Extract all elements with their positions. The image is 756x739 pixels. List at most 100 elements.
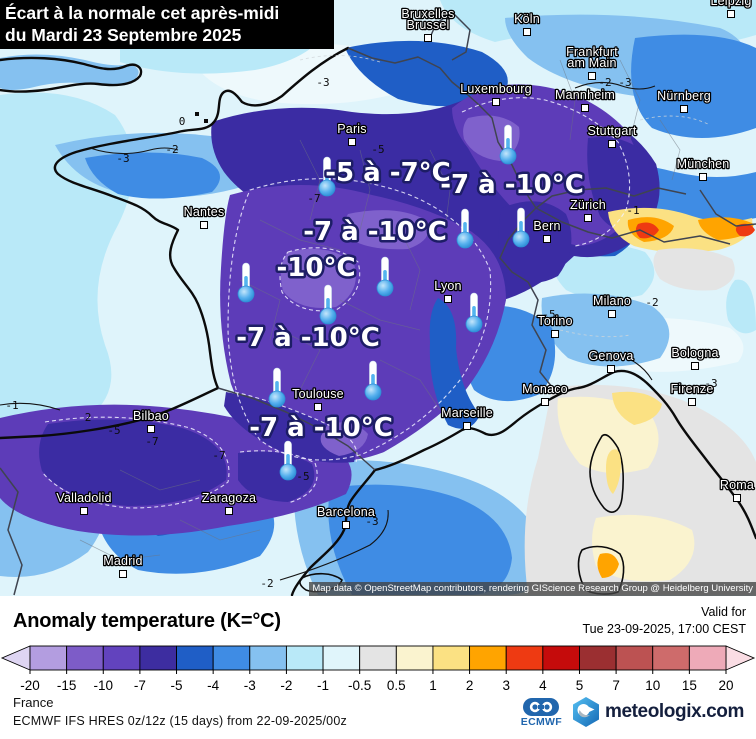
contour-value-labels: -3 -2 -3 0 -2 -3 -5 -7 -1 -2 -5 -3 -1 2 -5 -7 -7 -5 -3 -2: [5, 76, 717, 590]
contour-value: 2: [85, 411, 92, 424]
city-name: Madrid: [103, 554, 142, 568]
city-label-group: Zürich: [569, 197, 607, 222]
legend-segment: [432, 645, 471, 671]
legend-tick-label: -5: [171, 678, 183, 693]
city-marker: [727, 10, 735, 18]
meteologix-logo[interactable]: meteologix.com: [571, 696, 744, 728]
legend-segment: [359, 645, 397, 671]
map-canvas: -3 -2 -3 0 -2 -3 -5 -7 -1 -2 -5 -3 -1 2 -5 -7 -7 -5 -3 -2 B…: [0, 0, 756, 596]
anomaly-map-svg: -3 -2 -3 0 -2 -3 -5 -7 -1 -2 -5 -3 -1 2 -5 -7 -7 -5 -3 -2 B…: [0, 0, 756, 596]
city-label-group: Valladolid: [55, 490, 113, 515]
city-name: Monaco: [522, 382, 568, 396]
legend-tick-label: 10: [645, 678, 660, 693]
thermometer-icon: [364, 360, 382, 401]
city-name: am Main: [567, 56, 616, 70]
contour-value: -1: [626, 204, 639, 217]
city-name: Zürich: [570, 198, 606, 212]
city-marker: [584, 214, 592, 222]
city-label-group: Toulouse: [291, 386, 345, 411]
city-label-group: Nantes: [182, 204, 226, 229]
map-title-box: Écart à la normale cet après-midi du Mar…: [0, 0, 334, 49]
legend-tick-label: -15: [57, 678, 77, 693]
city-marker: [119, 570, 127, 578]
contour-value: -3: [316, 76, 329, 89]
city-name: Toulouse: [292, 387, 344, 401]
city-label-group: Genova: [587, 348, 635, 373]
thermometer-icon: [237, 262, 255, 303]
city-marker: [348, 138, 356, 146]
contour-value: -2: [598, 76, 611, 89]
city-marker: [543, 235, 551, 243]
legend-tick-label: 3: [502, 678, 510, 693]
city-name: Frankfurt: [566, 45, 618, 59]
contour-value: 0: [179, 115, 186, 128]
city-name: Milano: [593, 294, 631, 308]
legend-segment: [615, 645, 654, 671]
city-label-group: Milano: [592, 293, 632, 318]
city-label-group: Lyon: [433, 278, 463, 303]
legend-segment: [66, 645, 104, 671]
city-name: Mannheim: [555, 88, 615, 102]
city-marker: [581, 104, 589, 112]
city-marker: [225, 507, 233, 515]
ecmwf-logo[interactable]: ECMWF: [521, 697, 562, 728]
legend-segment: [176, 645, 214, 671]
temp-annotations: -5 à -7°C-7 à -10°C-7 à -10°C-10°C-7 à -…: [234, 156, 587, 446]
map-title-line1: Écart à la normale cet après-midi: [5, 3, 280, 23]
valid-for-label: Valid for: [701, 605, 746, 619]
contour-value: -3: [618, 76, 631, 89]
legend-tick-label: -1: [317, 678, 329, 693]
city-name: Torino: [537, 314, 572, 328]
city-marker: [608, 140, 616, 148]
legend-tick-label: 4: [539, 678, 547, 693]
contour-value: -1: [5, 399, 18, 412]
city-name: Genova: [589, 349, 634, 363]
coastlines: [0, 46, 756, 596]
legend-segment: [579, 645, 617, 671]
city-label-group: Bern: [532, 218, 562, 243]
legend-tick-label: 7: [612, 678, 620, 693]
city-name: Lyon: [434, 279, 461, 293]
colorbar: -20 -15 -10 -7 -5 -4 -3 -2 -1 -0.5 0.5 1 2 3 4 5 7 10 15 20: [0, 645, 756, 693]
contour-value: -3: [365, 515, 378, 528]
city-marker: [200, 221, 208, 229]
city-name: Stuttgart: [587, 124, 636, 138]
legend-segment: [102, 645, 141, 671]
legend-segment: [469, 645, 507, 671]
legend-segment: [542, 645, 580, 671]
contour-value: -5: [542, 308, 555, 321]
contour-value: -2: [645, 296, 658, 309]
legend-tick-label: -7: [134, 678, 146, 693]
city-name: Roma: [720, 478, 754, 492]
city-label-group: Paris: [336, 121, 368, 146]
legend-segment: [688, 645, 727, 671]
city-name: Valladolid: [56, 491, 111, 505]
thermometer-icon: [319, 284, 337, 325]
city-label-group: Madrid: [102, 553, 144, 578]
city-label-group: Stuttgart: [586, 123, 638, 148]
legend-title: Anomaly temperature (K=°C): [13, 610, 281, 632]
admin-borders: [79, 59, 681, 561]
city-label-group: Barcelona: [316, 504, 376, 529]
city-label-group: Firenze: [669, 381, 715, 406]
legend-segment: [652, 645, 690, 671]
legend-segment: [285, 645, 324, 671]
city-label-group: Nürnberg: [656, 88, 712, 113]
valid-time-value: Tue 23-09-2025, 17:00 CEST: [582, 622, 746, 636]
contour-value: -5: [107, 424, 120, 437]
city-marker: [342, 521, 350, 529]
thermometer-icon: [268, 367, 286, 408]
legend-tick-label: 1: [429, 678, 437, 693]
map-attribution[interactable]: Map data © OpenStreetMap contributors, r…: [309, 582, 756, 596]
footer-info: France ECMWF IFS HRES 0z/12z (15 days) f…: [13, 695, 347, 728]
city-marker: [80, 507, 88, 515]
city-marker: [688, 398, 696, 406]
city-name: Barcelona: [317, 505, 375, 519]
city-name: Bruxelles: [401, 7, 454, 21]
contour-value: -3: [116, 152, 129, 165]
anomaly-color-field: [0, 0, 756, 596]
city-marker: [733, 494, 741, 502]
legend-segment: [505, 645, 544, 671]
